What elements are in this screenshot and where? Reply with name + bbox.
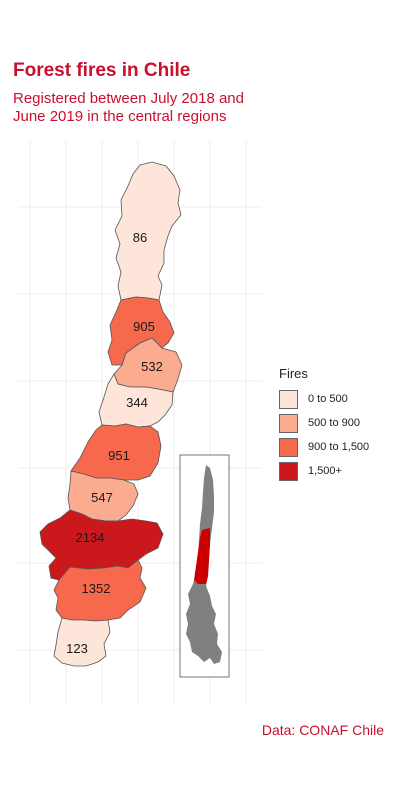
legend-item: 500 to 900 <box>279 411 369 435</box>
inset-map <box>179 454 230 678</box>
legend: Fires 0 to 500 500 to 900 900 to 1,500 1… <box>279 366 369 483</box>
region-2-label: 905 <box>133 319 155 334</box>
legend-swatch <box>279 413 298 433</box>
legend-label: 0 to 500 <box>308 393 348 405</box>
legend-item: 0 to 500 <box>279 387 369 411</box>
legend-label: 900 to 1,500 <box>308 441 370 453</box>
region-6-label: 547 <box>91 490 113 505</box>
map-title: Forest fires in Chile <box>13 60 191 81</box>
region-9-label: 123 <box>66 641 88 656</box>
region-4-label: 344 <box>126 395 148 410</box>
legend-swatch <box>279 437 298 457</box>
region-9-polygon <box>53 617 111 667</box>
region-4-polygon <box>98 373 174 428</box>
region-1-label: 86 <box>133 230 147 245</box>
legend-label: 1,500+ <box>308 465 342 477</box>
region-3-label: 532 <box>141 359 163 374</box>
region-5-polygon <box>70 423 162 481</box>
region-6-polygon <box>67 470 139 522</box>
source-caption: Data: CONAF Chile <box>261 722 384 738</box>
legend-item: 1,500+ <box>279 459 369 483</box>
region-5-label: 951 <box>108 448 130 463</box>
map-subtitle: Registered between July 2018 and June 20… <box>13 90 244 125</box>
legend-item: 900 to 1,500 <box>279 435 369 459</box>
region-1-polygon <box>114 161 182 301</box>
legend-label: 500 to 900 <box>308 417 360 429</box>
region-7-label: 2134 <box>76 530 105 545</box>
legend-swatch <box>279 389 298 409</box>
inset-central-regions-highlight <box>194 528 210 584</box>
region-8-label: 1352 <box>82 581 111 596</box>
legend-title: Fires <box>279 366 308 381</box>
legend-swatch <box>279 461 298 481</box>
region-8-polygon <box>53 559 147 622</box>
